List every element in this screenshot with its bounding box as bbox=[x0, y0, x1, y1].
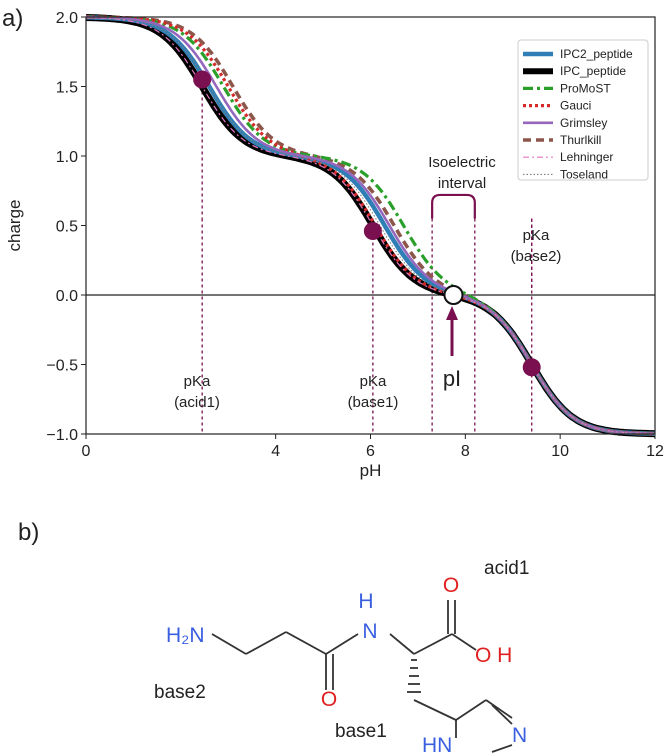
y-tick-label: −1.0 bbox=[46, 427, 78, 444]
isoelectric-bracket bbox=[431, 193, 476, 219]
series-line-lehninger bbox=[85, 16, 656, 435]
series-line-thurlkill bbox=[86, 15, 656, 436]
pka-point bbox=[193, 70, 212, 89]
panel-a-label: a) bbox=[2, 5, 23, 32]
isoelectric-label-line2: interval bbox=[438, 175, 486, 192]
x-tick-label: 10 bbox=[551, 443, 569, 460]
y-tick-label: −0.5 bbox=[46, 358, 78, 375]
pi-arrow bbox=[446, 306, 458, 356]
legend-label: Thurlkill bbox=[560, 133, 601, 147]
acid-carbonyl-oxygen: O bbox=[443, 574, 459, 597]
pka-markers bbox=[193, 70, 541, 377]
legend-label: Gauci bbox=[560, 99, 591, 113]
pka-base1-label-line2: (base1) bbox=[348, 394, 399, 411]
legend-label: IPC_peptide bbox=[560, 64, 626, 78]
x-tick-label: 4 bbox=[271, 443, 280, 460]
panel-b-label: b) bbox=[18, 519, 39, 546]
x-axis-label: pH bbox=[360, 461, 382, 480]
x-tick-label: 6 bbox=[366, 443, 375, 460]
amide-n: N bbox=[362, 620, 377, 643]
plot-frame bbox=[85, 16, 656, 435]
pi-point bbox=[443, 285, 464, 305]
pka-vertical-lines bbox=[201, 79, 533, 434]
amide-h: H bbox=[358, 590, 373, 613]
amide-carbonyl-oxygen: O bbox=[321, 688, 337, 711]
series-line-gauci bbox=[85, 15, 656, 436]
amine-group: H₂N bbox=[166, 624, 204, 647]
y-tick-label: 2.0 bbox=[56, 10, 78, 27]
acid1-label: acid1 bbox=[484, 558, 529, 579]
y-tick-label: 1.5 bbox=[56, 80, 78, 97]
base1-label: base1 bbox=[335, 721, 387, 742]
legend-label: Lehninger bbox=[560, 150, 613, 164]
base2-label: base2 bbox=[154, 682, 206, 703]
pka-point bbox=[363, 222, 382, 241]
bonds bbox=[211, 600, 513, 753]
x-tick-label: 12 bbox=[646, 443, 664, 460]
isoelectric-bracket-shape bbox=[431, 193, 476, 219]
legend-label: Grimsley bbox=[560, 116, 607, 130]
legend-label: Toseland bbox=[560, 167, 608, 181]
pi-label: pI bbox=[443, 366, 461, 391]
ring-nh: HN bbox=[422, 734, 452, 755]
pka-acid1-label-line1: pKa bbox=[184, 373, 211, 390]
axis-ticks: 0 4 6 8 10 12 2.0 1.5 1.0 0.5 0.0 −0.5 −1.0 bbox=[46, 10, 664, 460]
legend: IPC2_peptide IPC_peptide ProMoST Gauci Grims… bbox=[517, 39, 649, 181]
isoelectric-label-line1: Isoelectric bbox=[428, 154, 496, 171]
pka-point bbox=[522, 358, 541, 377]
x-tick-label: 8 bbox=[461, 443, 470, 460]
y-tick-label: 0.0 bbox=[56, 288, 78, 305]
y-tick-label: 0.5 bbox=[56, 219, 78, 236]
ring-nitrogen: N bbox=[512, 724, 527, 747]
charge-plot: 0 4 6 8 10 12 2.0 1.5 1.0 0.5 0.0 −0.5 −1.0 pH charg… bbox=[5, 10, 664, 480]
y-axis-label: charge bbox=[5, 200, 24, 252]
series-line-toseland bbox=[85, 16, 656, 435]
pka-acid1-label-line2: (acid1) bbox=[174, 394, 220, 411]
legend-label: IPC2_peptide bbox=[560, 47, 633, 61]
acid-hydroxyl: O H bbox=[475, 644, 512, 667]
x-tick-label: 0 bbox=[82, 443, 91, 460]
y-tick-label: 1.0 bbox=[56, 149, 78, 166]
pka-base2-label-line1: pKa bbox=[523, 227, 550, 244]
legend-label: ProMoST bbox=[560, 81, 611, 95]
molecule-structure: H₂N H N O O H O N HN acid1 base2 base1 bbox=[154, 558, 529, 755]
stereo-hash-bond bbox=[407, 659, 421, 693]
pka-base1-label-line1: pKa bbox=[360, 373, 387, 390]
pka-base2-label-line2: (base2) bbox=[511, 248, 562, 265]
charge-curves bbox=[84, 14, 657, 438]
